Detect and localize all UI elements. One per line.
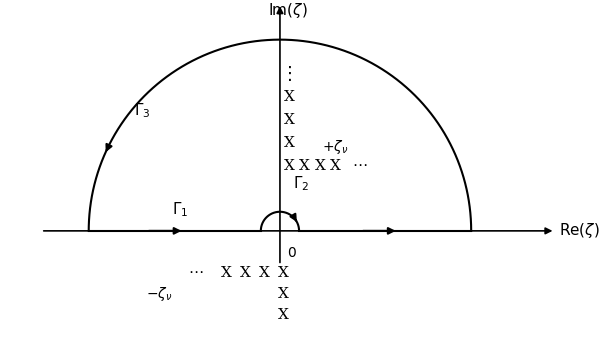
Text: X: X xyxy=(221,266,232,280)
Text: $-\zeta_\nu$: $-\zeta_\nu$ xyxy=(147,285,173,303)
Text: X: X xyxy=(240,266,251,280)
Text: Re($\zeta$): Re($\zeta$) xyxy=(559,221,600,240)
Text: $\Gamma_1$: $\Gamma_1$ xyxy=(172,201,188,219)
Text: X: X xyxy=(259,266,270,280)
Text: Im($\zeta$): Im($\zeta$) xyxy=(268,1,307,20)
Text: X: X xyxy=(284,136,295,150)
Text: X: X xyxy=(278,287,289,301)
Text: ⋯: ⋯ xyxy=(353,158,368,174)
Text: $\Gamma_3$: $\Gamma_3$ xyxy=(134,101,150,120)
Text: X: X xyxy=(330,159,341,173)
Text: $+\zeta_\nu$: $+\zeta_\nu$ xyxy=(322,138,348,156)
Text: X: X xyxy=(315,159,325,173)
Text: X: X xyxy=(299,159,310,173)
Text: 0: 0 xyxy=(288,246,296,260)
Text: X: X xyxy=(284,90,295,104)
Text: X: X xyxy=(284,113,295,127)
Text: $\Gamma_2$: $\Gamma_2$ xyxy=(293,174,310,193)
Text: ⋯: ⋯ xyxy=(188,265,204,280)
Text: X: X xyxy=(278,266,289,280)
Text: X: X xyxy=(278,308,289,322)
Text: ⋮: ⋮ xyxy=(281,65,299,83)
Text: X: X xyxy=(284,159,295,173)
